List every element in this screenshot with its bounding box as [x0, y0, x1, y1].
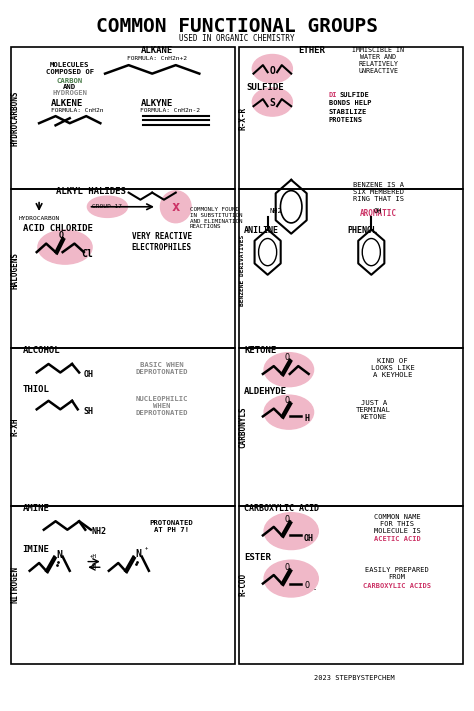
- Text: O: O: [284, 353, 290, 362]
- Text: AMINE: AMINE: [23, 504, 49, 513]
- Text: BENZENE IS A
SIX MEMBERED
RING THAT IS: BENZENE IS A SIX MEMBERED RING THAT IS: [353, 182, 404, 202]
- Text: O: O: [304, 581, 309, 590]
- Text: SULFIDE: SULFIDE: [340, 92, 369, 98]
- Text: CARBONYLS: CARBONYLS: [238, 406, 247, 448]
- Ellipse shape: [264, 513, 318, 550]
- Ellipse shape: [264, 395, 314, 429]
- Text: MOLECULES
COMPOSED OF: MOLECULES COMPOSED OF: [46, 62, 94, 75]
- Text: PHENOL: PHENOL: [348, 226, 378, 235]
- Text: AND: AND: [63, 84, 76, 90]
- Text: O: O: [285, 515, 290, 523]
- Text: COMMON FUNCTIONAL GROUPS: COMMON FUNCTIONAL GROUPS: [96, 16, 378, 36]
- Text: O: O: [284, 395, 290, 405]
- Text: FORMULA: CnH2n: FORMULA: CnH2n: [51, 108, 103, 113]
- Text: +H: +H: [90, 554, 97, 559]
- Text: ALKYL HALIDES: ALKYL HALIDES: [55, 188, 126, 196]
- Text: ANILINE: ANILINE: [244, 226, 279, 235]
- Text: +: +: [145, 545, 148, 550]
- Text: ACID CHLORIDE: ACID CHLORIDE: [23, 223, 92, 232]
- Text: CARBON: CARBON: [56, 78, 83, 85]
- Text: USED IN ORGANIC CHEMISTRY: USED IN ORGANIC CHEMISTRY: [179, 33, 295, 43]
- Text: -H: -H: [90, 565, 97, 570]
- Text: ESTER: ESTER: [244, 553, 271, 562]
- Text: BENZENE DERIVATIVES: BENZENE DERIVATIVES: [240, 235, 245, 306]
- Ellipse shape: [87, 196, 128, 218]
- Text: ALKYNE: ALKYNE: [140, 99, 173, 108]
- Text: R-XH: R-XH: [10, 418, 19, 437]
- Text: O: O: [269, 66, 275, 76]
- Text: IMMISCIBLE IN
WATER AND
RELATIVELY
UNREACTIVE: IMMISCIBLE IN WATER AND RELATIVELY UNREA…: [352, 48, 404, 75]
- Text: AROMATIC: AROMATIC: [360, 209, 397, 218]
- Text: ALKENE: ALKENE: [51, 99, 83, 108]
- Ellipse shape: [264, 560, 318, 597]
- Text: JUST A
TERMINAL
KETONE: JUST A TERMINAL KETONE: [356, 400, 391, 420]
- Text: BASIC WHEN
DEPROTONATED: BASIC WHEN DEPROTONATED: [136, 362, 188, 375]
- Text: COMMON NAME
FOR THIS
MOLECULE IS: COMMON NAME FOR THIS MOLECULE IS: [374, 514, 420, 534]
- Text: IMINE: IMINE: [23, 545, 49, 554]
- Text: EASILY PREPARED
FROM: EASILY PREPARED FROM: [365, 567, 429, 580]
- Text: N: N: [56, 550, 62, 560]
- Ellipse shape: [252, 87, 292, 116]
- Text: ALDEHYDE: ALDEHYDE: [244, 387, 287, 396]
- Text: N: N: [136, 549, 141, 559]
- Text: THIOL: THIOL: [23, 385, 49, 394]
- Text: FORMULA: CnH2n+2: FORMULA: CnH2n+2: [127, 56, 187, 61]
- Text: HYDROGEN: HYDROGEN: [52, 90, 87, 96]
- Text: SULFIDE: SULFIDE: [246, 82, 284, 92]
- Text: NH2: NH2: [92, 528, 107, 536]
- Text: x: x: [172, 200, 180, 214]
- Text: ALKANE: ALKANE: [141, 46, 173, 55]
- Text: OH: OH: [374, 208, 382, 214]
- Text: KETONE: KETONE: [244, 346, 276, 355]
- Ellipse shape: [38, 230, 92, 264]
- Text: ETHER: ETHER: [298, 46, 325, 55]
- Text: CARBOXYLIC ACIDS: CARBOXYLIC ACIDS: [363, 583, 431, 589]
- Text: HALOGENS: HALOGENS: [10, 252, 19, 289]
- Text: FORMULA: CnH2n-2: FORMULA: CnH2n-2: [140, 108, 201, 113]
- Text: COMMONLY FOUND
IN SUBSTITUTION
AND ELIMINATION
REACTIONS: COMMONLY FOUND IN SUBSTITUTION AND ELIMI…: [190, 207, 242, 230]
- Text: CARBOXYLIC ACID: CARBOXYLIC ACID: [244, 504, 319, 513]
- Text: OH: OH: [83, 370, 93, 379]
- Ellipse shape: [252, 55, 292, 83]
- Text: S: S: [269, 98, 275, 108]
- Text: VERY REACTIVE
ELECTROPHILES: VERY REACTIVE ELECTROPHILES: [132, 232, 191, 252]
- Text: O: O: [58, 231, 63, 240]
- Ellipse shape: [160, 191, 191, 223]
- Text: NUCLEOPHILIC
WHEN
DEPROTONATED: NUCLEOPHILIC WHEN DEPROTONATED: [136, 397, 188, 417]
- Text: R-X-R: R-X-R: [238, 107, 247, 130]
- Text: H: H: [304, 414, 309, 423]
- Text: DI: DI: [329, 92, 337, 98]
- Text: HYDROCARBON: HYDROCARBON: [18, 215, 60, 220]
- Text: O: O: [285, 563, 290, 572]
- Text: KIND OF
LOOKS LIKE
A KEYHOLE: KIND OF LOOKS LIKE A KEYHOLE: [371, 358, 414, 378]
- Text: PROTEINS: PROTEINS: [329, 117, 363, 124]
- Text: 2023 STEPBYSTEPCHEM: 2023 STEPBYSTEPCHEM: [314, 675, 395, 680]
- Text: OH: OH: [304, 534, 314, 542]
- Text: ALCOHOL: ALCOHOL: [23, 346, 60, 355]
- Text: ACETIC ACID: ACETIC ACID: [374, 536, 420, 542]
- Text: GROUP 17: GROUP 17: [92, 204, 122, 209]
- Text: SH: SH: [83, 407, 93, 416]
- Text: HYDROCARBONS: HYDROCARBONS: [10, 90, 19, 146]
- Text: -: -: [312, 586, 317, 592]
- Text: NITROGEN: NITROGEN: [10, 566, 19, 603]
- Text: PROTONATED
AT PH 7!: PROTONATED AT PH 7!: [149, 520, 193, 533]
- Text: Cl: Cl: [82, 250, 93, 260]
- Text: NH2: NH2: [270, 208, 283, 214]
- Ellipse shape: [264, 353, 314, 387]
- Text: STABILIZE: STABILIZE: [329, 109, 367, 115]
- Text: R-COO: R-COO: [238, 572, 247, 596]
- Text: BONDS HELP: BONDS HELP: [329, 100, 372, 107]
